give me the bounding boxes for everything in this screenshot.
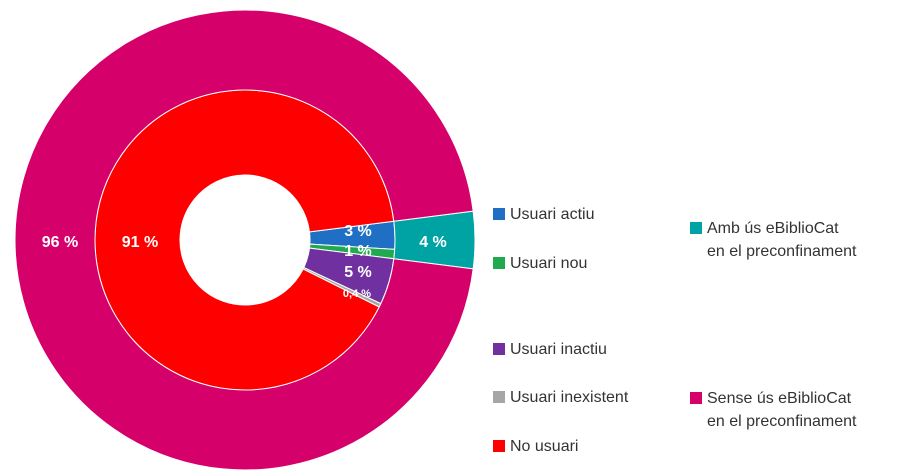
legend-label: Usuari inexistent [510,389,629,406]
legend-swatch [493,440,505,452]
legend-swatch [493,208,505,220]
data-label: 91 % [122,234,158,251]
data-label: 4 % [419,234,447,251]
data-label: 96 % [42,234,78,251]
legend-item: Usuari actiu [493,203,594,226]
legend-swatch [493,343,505,355]
legend-item: Usuari inexistent [493,386,628,409]
legend-label: Usuari inactiu [510,341,607,358]
donut-segment [14,9,474,470]
legend-item: Usuari nou [493,252,587,275]
legend-item: Sense ús eBiblioCat en el preconfinament [690,387,856,433]
legend-item: No usuari [493,435,578,458]
legend-swatch [690,392,702,404]
data-label: 3 % [344,223,372,240]
legend-item: Usuari inactiu [493,338,607,361]
legend-label: Amb ús eBiblioCat en el preconfinament [707,220,857,260]
legend-swatch [493,391,505,403]
data-label: 0,4 % [343,288,371,300]
legend-swatch [690,222,702,234]
legend-item: Amb ús eBiblioCat en el preconfinament [690,217,856,263]
data-label: 1 % [344,243,372,260]
legend-label: Usuari nou [510,255,588,272]
legend-label: Sense ús eBiblioCat en el preconfinament [707,390,857,430]
data-label: 5 % [344,264,372,281]
legend-label: No usuari [510,438,579,455]
legend-swatch [493,257,505,269]
legend-label: Usuari actiu [510,206,595,223]
